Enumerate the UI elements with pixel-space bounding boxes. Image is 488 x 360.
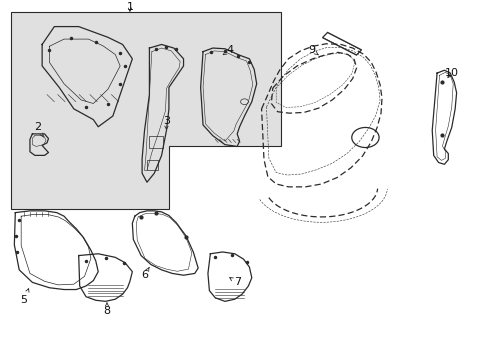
Text: 10: 10 xyxy=(444,68,458,78)
Text: 8: 8 xyxy=(103,303,110,316)
Bar xyxy=(149,136,163,148)
Text: 2: 2 xyxy=(34,122,43,137)
Text: 9: 9 xyxy=(307,45,318,55)
Text: 5: 5 xyxy=(20,289,29,305)
Text: 7: 7 xyxy=(229,278,240,287)
Text: 1: 1 xyxy=(126,2,133,12)
Text: 3: 3 xyxy=(163,116,170,130)
Polygon shape xyxy=(11,12,281,209)
Bar xyxy=(147,160,158,170)
Text: 6: 6 xyxy=(141,267,149,280)
Text: 4: 4 xyxy=(223,45,233,55)
